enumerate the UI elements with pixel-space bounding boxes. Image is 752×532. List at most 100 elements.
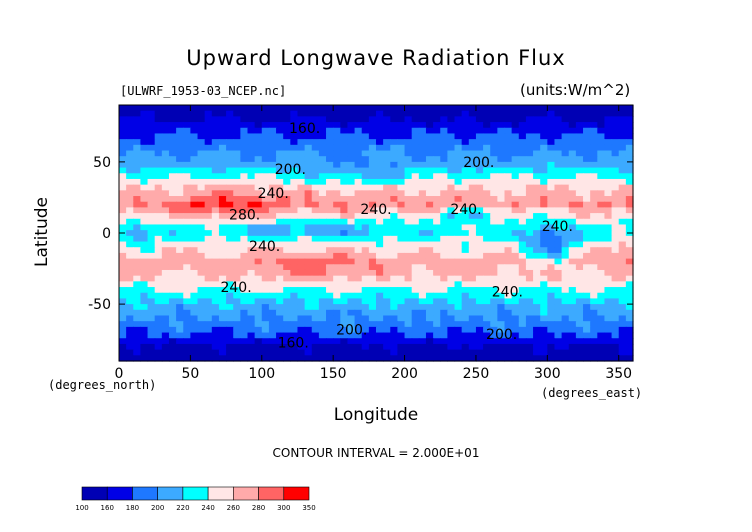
heatmap-cell <box>554 127 563 135</box>
heatmap-cell <box>133 161 142 169</box>
heatmap-cell <box>354 269 363 277</box>
heatmap-cell <box>611 235 620 243</box>
heatmap-cell <box>211 241 220 248</box>
heatmap-cell <box>318 156 327 163</box>
heatmap-cell <box>226 258 234 265</box>
heatmap-cell <box>540 349 548 356</box>
heatmap-cell <box>525 150 534 157</box>
heatmap-cell <box>154 287 163 294</box>
heatmap-cell <box>583 309 591 317</box>
heatmap-cell <box>597 355 606 362</box>
heatmap-cell <box>168 304 177 311</box>
heatmap-cell <box>290 252 299 260</box>
heatmap-cell <box>511 133 520 140</box>
heatmap-cell <box>126 241 134 248</box>
heatmap-cell <box>575 110 584 117</box>
heatmap-cell <box>276 207 284 214</box>
heatmap-cell <box>311 122 320 129</box>
heatmap-cell <box>311 258 320 265</box>
heatmap-cell <box>475 343 484 351</box>
heatmap-cell <box>597 269 606 277</box>
heatmap-cell <box>233 207 241 214</box>
heatmap-cell <box>440 315 448 322</box>
heatmap-cell <box>318 127 327 135</box>
heatmap-cell <box>447 105 456 112</box>
heatmap-cell <box>133 178 142 186</box>
heatmap-cell <box>597 161 606 169</box>
heatmap-cell <box>233 298 241 305</box>
heatmap-cell <box>590 338 598 345</box>
heatmap-cell <box>404 332 413 339</box>
heatmap-cell <box>461 309 470 317</box>
heatmap-cell <box>390 224 399 231</box>
heatmap-cell <box>433 133 441 140</box>
heatmap-cell <box>418 315 427 322</box>
heatmap-cell <box>475 190 484 197</box>
heatmap-cell <box>533 122 541 129</box>
heatmap-cell <box>197 269 206 277</box>
colorbar-label: 200 <box>151 504 164 512</box>
heatmap-cell <box>297 207 306 214</box>
heatmap-cell <box>133 241 142 248</box>
heatmap-cell <box>618 161 627 169</box>
heatmap-cell <box>276 161 284 169</box>
heatmap-cell <box>561 309 570 317</box>
heatmap-cell <box>383 269 391 277</box>
heatmap-cell <box>625 252 634 260</box>
heatmap-cell <box>497 127 506 135</box>
heatmap-cell <box>361 133 370 140</box>
heatmap-cell <box>140 190 149 197</box>
heatmap-cell <box>590 184 598 191</box>
heatmap-cell <box>490 184 498 191</box>
heatmap-cell <box>340 133 349 140</box>
heatmap-cell <box>240 230 249 237</box>
heatmap-cell <box>411 230 420 237</box>
heatmap-cell <box>447 167 456 174</box>
heatmap-cell <box>183 110 191 117</box>
heatmap-cell <box>168 167 177 174</box>
heatmap-cell <box>604 355 613 362</box>
heatmap-cell <box>183 241 191 248</box>
heatmap-cell <box>625 338 634 345</box>
heatmap-cell <box>361 309 370 317</box>
heatmap-cell <box>561 161 570 169</box>
heatmap-cell <box>204 241 213 248</box>
heatmap-cell <box>254 338 263 345</box>
heatmap-cell <box>575 150 584 157</box>
heatmap-cell <box>218 196 227 203</box>
heatmap-cell <box>604 269 613 277</box>
heatmap-cell <box>425 133 434 140</box>
heatmap-cell <box>197 247 206 254</box>
heatmap-cell <box>190 207 199 214</box>
heatmap-cell <box>247 264 256 271</box>
heatmap-cell <box>368 190 377 197</box>
heatmap-cell <box>461 144 470 152</box>
heatmap-cell <box>468 258 477 265</box>
heatmap-cell <box>411 349 420 356</box>
heatmap-cell <box>168 190 177 197</box>
heatmap-cell <box>383 201 391 208</box>
heatmap-cell <box>454 315 463 322</box>
heatmap-cell <box>361 150 370 157</box>
heatmap-cell <box>497 252 506 260</box>
heatmap-cell <box>226 338 234 345</box>
heatmap-cell <box>276 258 284 265</box>
heatmap-cell <box>618 269 627 277</box>
heatmap-cell <box>475 355 484 362</box>
heatmap-cell <box>140 116 149 123</box>
heatmap-cell <box>197 207 206 214</box>
heatmap-cell <box>404 326 413 334</box>
heatmap-cell <box>190 292 199 300</box>
heatmap-cell <box>240 292 249 300</box>
heatmap-cell <box>454 105 463 112</box>
heatmap-cell <box>326 201 334 208</box>
contour-label: 280. <box>229 208 260 224</box>
heatmap-cell <box>154 190 163 197</box>
heatmap-cell <box>247 326 256 334</box>
heatmap-cell <box>204 127 213 135</box>
heatmap-cell <box>247 196 256 203</box>
heatmap-cell <box>404 105 413 112</box>
heatmap-cell <box>418 321 427 328</box>
heatmap-cell <box>247 213 256 220</box>
heatmap-cell <box>397 264 406 271</box>
